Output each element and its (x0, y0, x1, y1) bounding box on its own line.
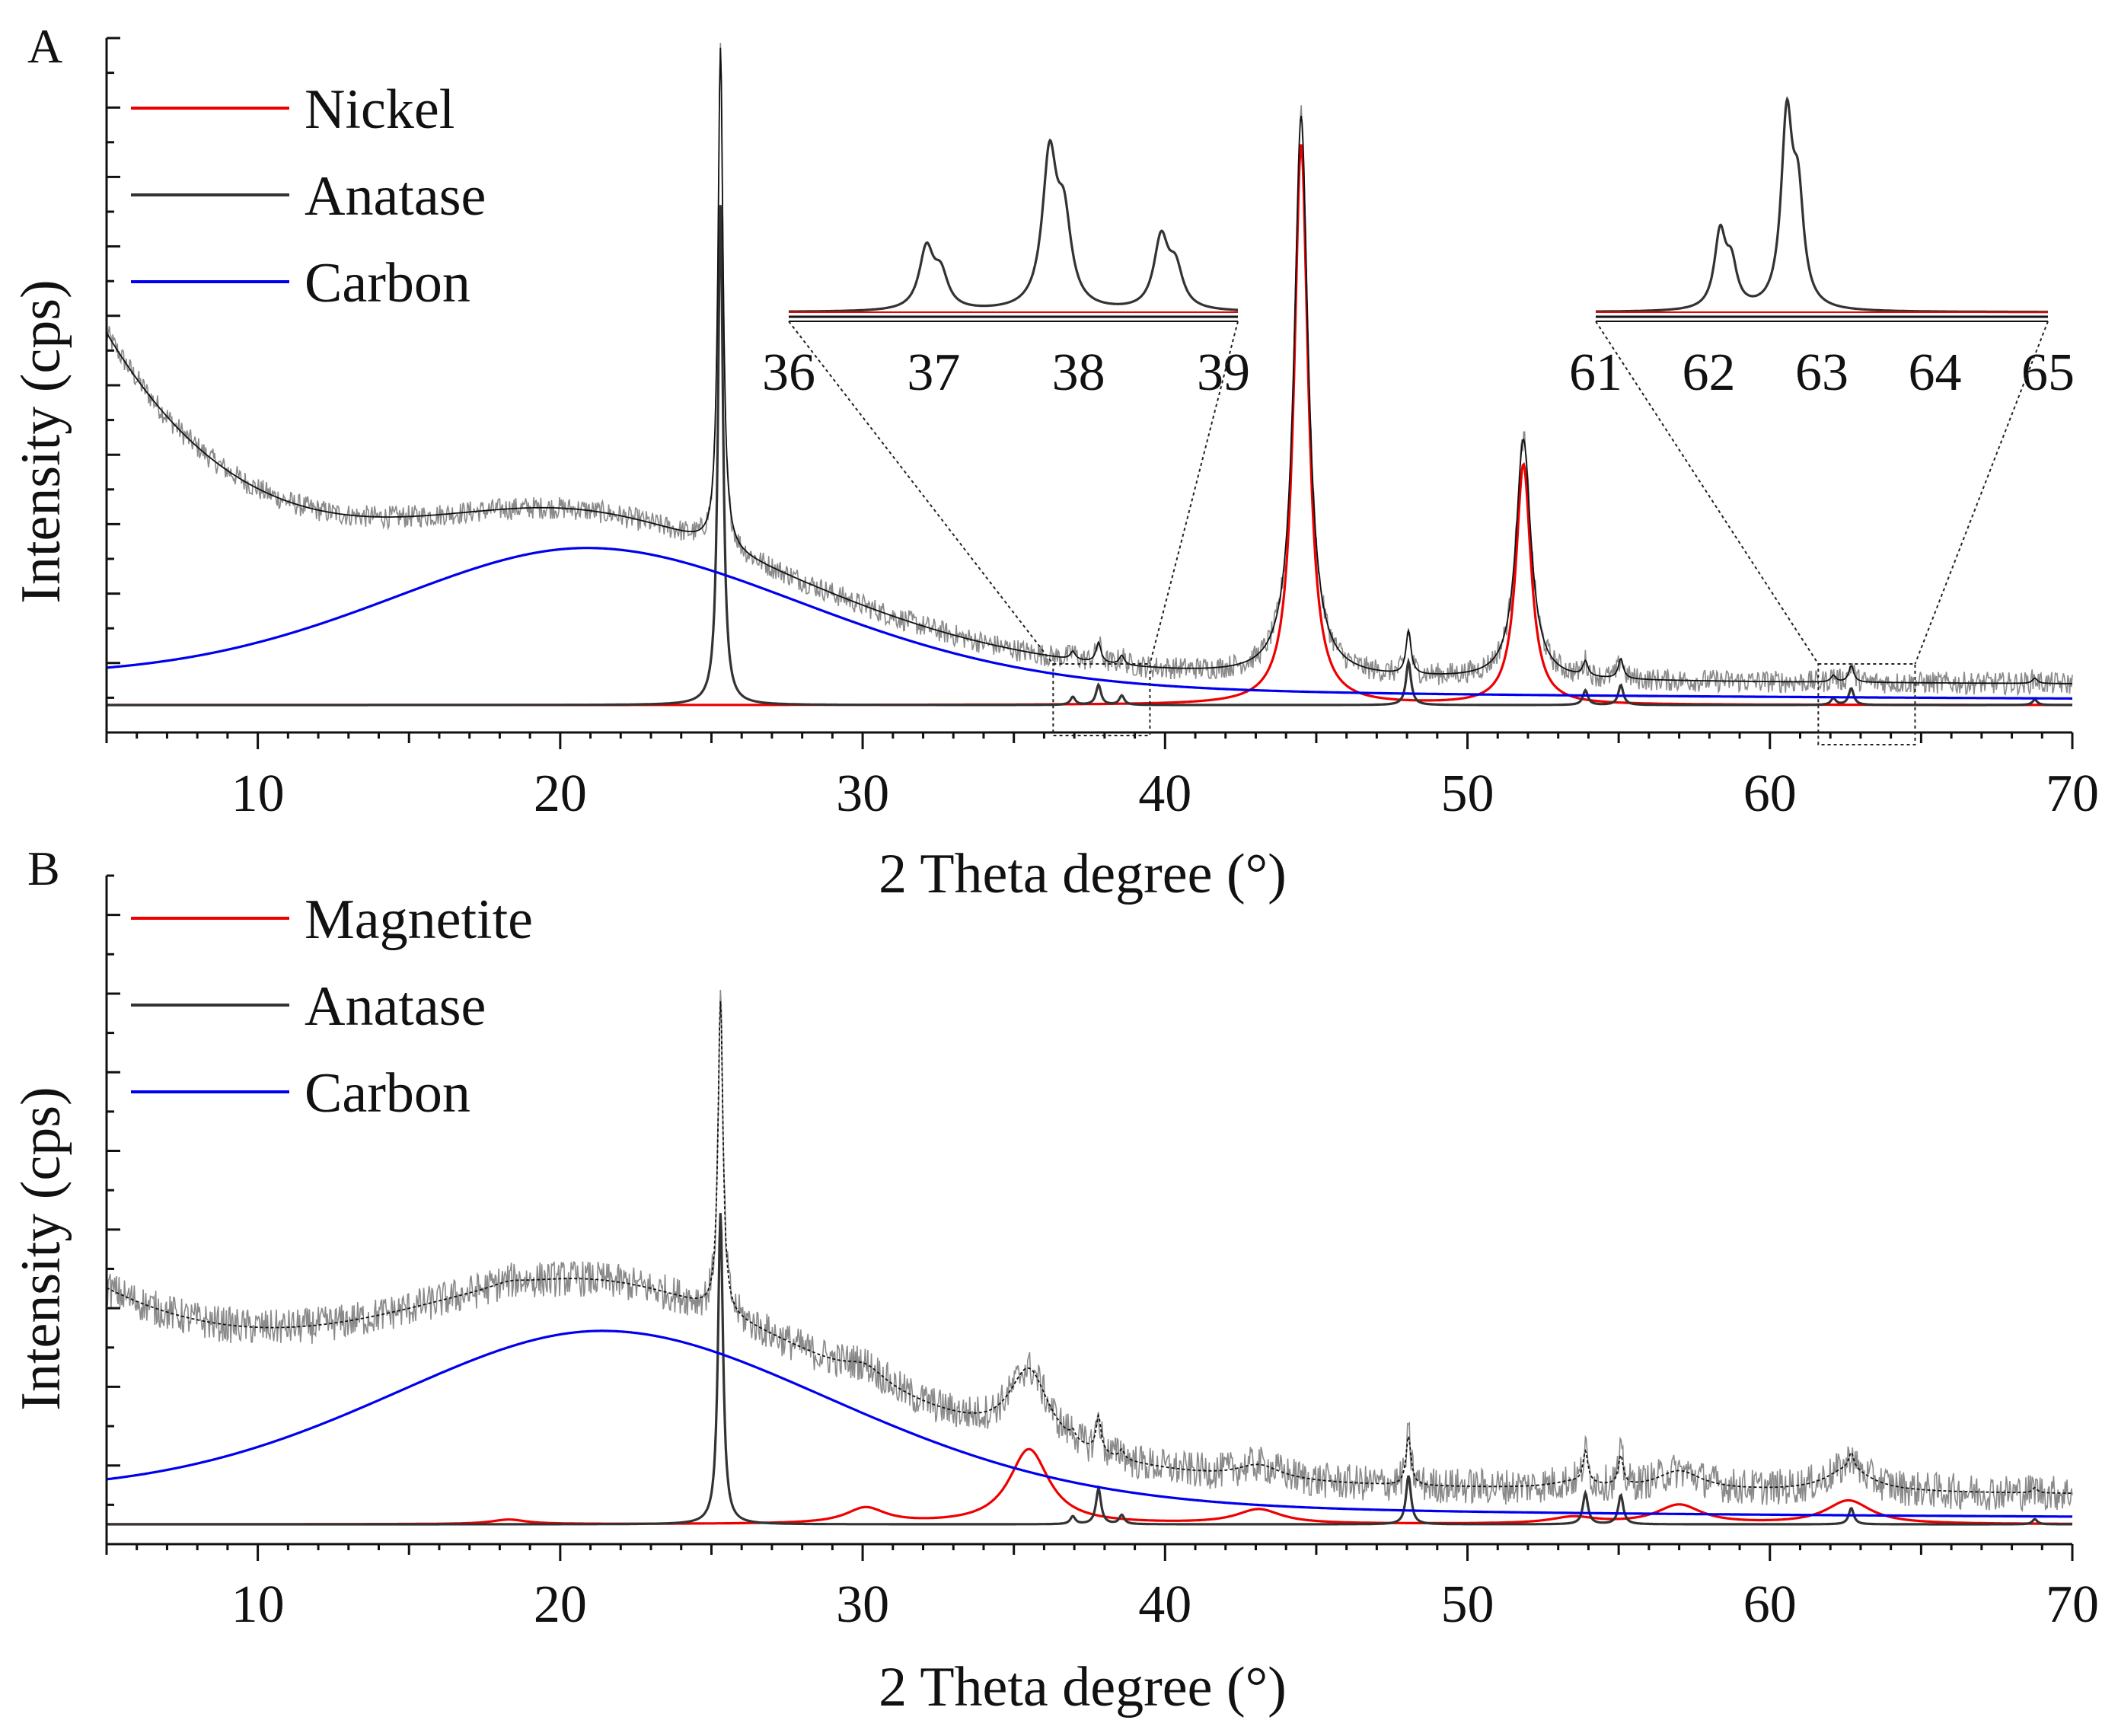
zoom-box (1052, 663, 1151, 736)
anatase-component-line (107, 1213, 2072, 1526)
x-tick-label: 40 (1138, 1575, 1191, 1634)
panel-a: A Nickel Anatase Carbon 10 20 30 40 50 60 70 3… (10, 19, 2099, 905)
carbon-component-line (106, 1329, 2073, 1518)
x-tick-label: 40 (1138, 764, 1191, 823)
panel-a-legend: Nickel Anatase Carbon (131, 78, 486, 314)
x-tick-label: 30 (836, 1575, 889, 1634)
legend-nickel-label: Nickel (305, 78, 455, 141)
zoom-connector (788, 321, 1054, 665)
x-tick-label: 50 (1441, 764, 1494, 823)
x-tick-label: 50 (1441, 1575, 1494, 1634)
panel-b-legend: Magnetite Anatase Carbon (131, 889, 533, 1125)
x-tick-label: 10 (231, 764, 285, 823)
measured-pattern-line (106, 989, 2073, 1512)
panel-a-letter: A (27, 19, 62, 73)
panel-a-x-axis-title: 2 Theta degree (°) (879, 843, 1287, 905)
legend-carbon-label: Carbon (305, 252, 470, 314)
inset-tick-label: 61 (1569, 343, 1622, 402)
x-tick-label: 20 (534, 1575, 587, 1634)
x-tick-label: 60 (1743, 764, 1797, 823)
fit-line (106, 47, 2073, 685)
zoom-connector (1914, 321, 2049, 665)
x-tick-label: 10 (231, 1575, 285, 1634)
anatase-component-line (107, 205, 2072, 707)
x-tick-label: 30 (836, 764, 889, 823)
inset-tick-label: 39 (1197, 343, 1250, 402)
zoom-box (1817, 663, 1916, 745)
inset-tick-label: 37 (907, 343, 960, 402)
measured-pattern-line (106, 43, 2073, 697)
inset-tick-label: 62 (1683, 343, 1736, 402)
x-tick-label: 70 (2046, 764, 2099, 823)
panel-a-plot (106, 43, 2073, 707)
panel-b-x-axis-title: 2 Theta degree (°) (879, 1656, 1287, 1718)
panel-b-y-axis-title: Intensity (cps) (10, 1087, 72, 1410)
carbon-component-line (106, 547, 2072, 700)
inset-tick-label: 64 (1909, 343, 1962, 402)
panel-b: B Magnetite Anatase Carbon 10 20 30 40 50 60 7… (10, 841, 2099, 1718)
legend-magnetite-label: Magnetite (305, 889, 533, 951)
inset-anatase-line (788, 138, 1238, 313)
panel-a-axes: 10 20 30 40 50 60 70 (105, 37, 2099, 823)
panel-b-letter: B (27, 841, 60, 895)
inset-tick-label: 36 (762, 343, 815, 402)
zoom-connector (1595, 321, 1820, 665)
x-tick-label: 60 (1743, 1575, 1797, 1634)
inset-tick-label: 63 (1795, 343, 1848, 402)
panel-b-plot (106, 989, 2073, 1526)
panel-b-axes: 10 20 30 40 50 60 70 (105, 874, 2099, 1634)
inset-tick-label: 38 (1052, 343, 1105, 402)
legend-carbon-label: Carbon (305, 1062, 470, 1125)
x-tick-label: 20 (534, 764, 587, 823)
panel-a-y-axis-title: Intensity (cps) (10, 279, 72, 603)
x-tick-label: 70 (2046, 1575, 2099, 1634)
legend-anatase-label: Anatase (305, 165, 486, 228)
panel-a-insets: 36 37 38 39 61 62 63 64 65 (762, 96, 2075, 745)
fit-line (106, 1000, 2072, 1494)
zoom-connector (1149, 321, 1239, 665)
inset-tick-label: 65 (2021, 343, 2075, 402)
inset-anatase-line (1596, 96, 2048, 314)
legend-anatase-label: Anatase (305, 975, 486, 1038)
